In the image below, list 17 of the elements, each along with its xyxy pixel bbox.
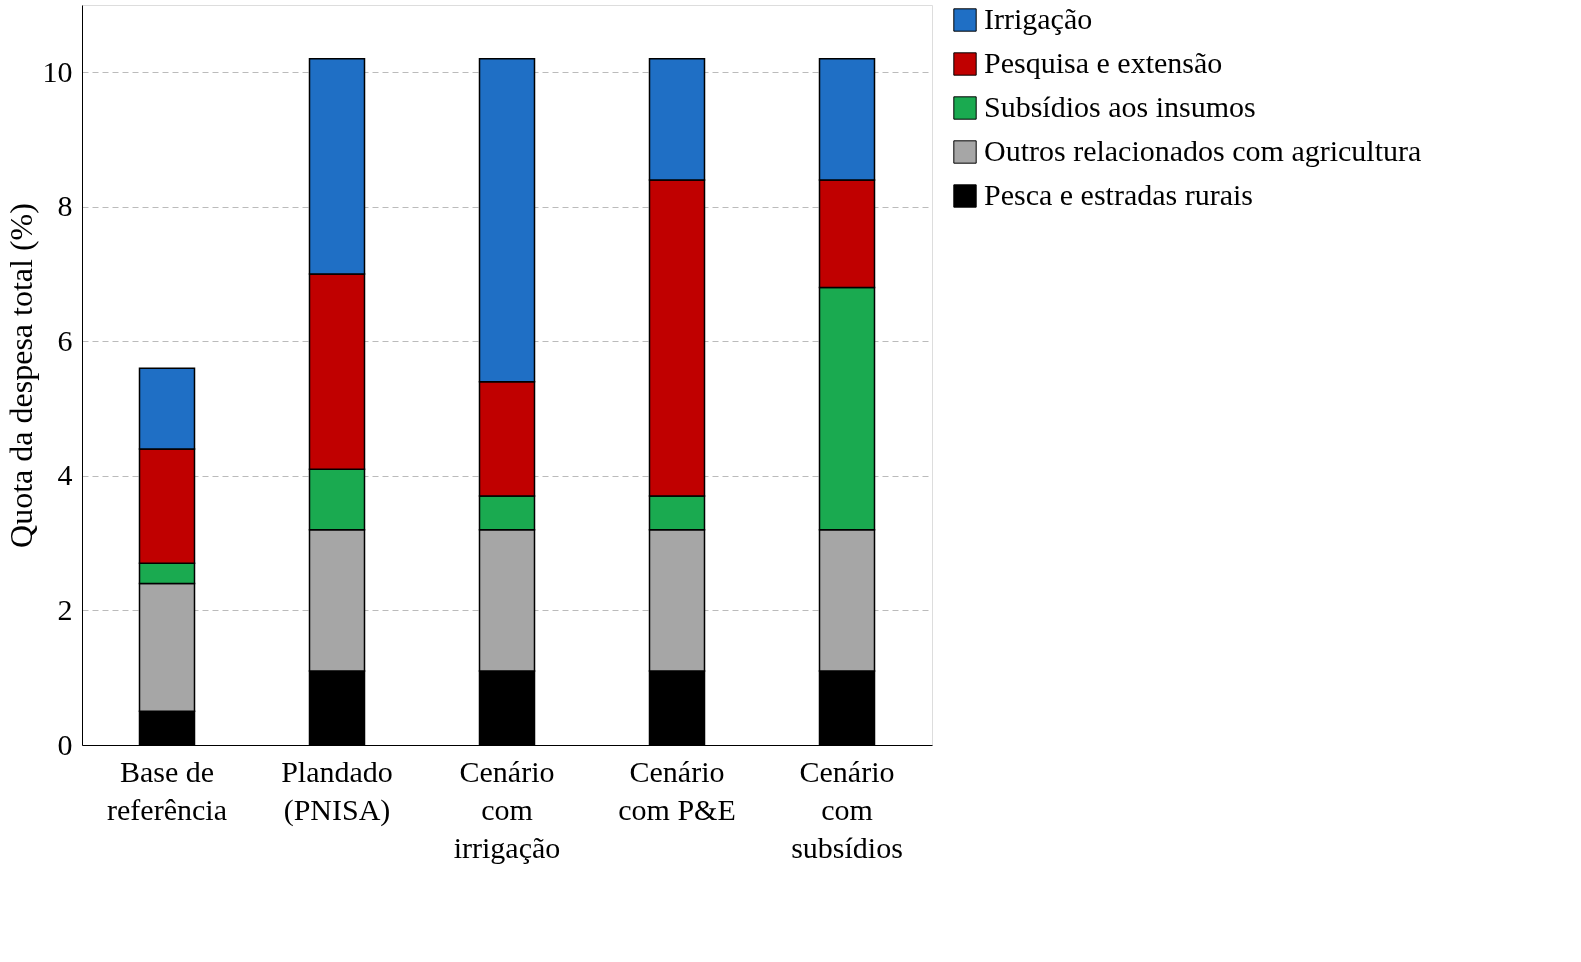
legend-label: Outros relacionados com agricultura: [984, 134, 1422, 167]
legend-label: Subsídios aos insumos: [984, 90, 1256, 123]
x-tick-label: Cenário com P&E: [618, 754, 736, 826]
legend-label: Pesquisa e extensão: [984, 46, 1223, 79]
y-tick-label: 8: [57, 189, 73, 223]
y-tick-label: 0: [57, 727, 73, 761]
x-tick-label: Cenário com irrigação: [453, 754, 561, 864]
x-tick-label: Cenário com subsídios: [791, 754, 903, 864]
legend-label: Pesca e estradas rurais: [984, 178, 1254, 211]
legend-label: Irrigação: [984, 2, 1093, 35]
y-tick-label: 2: [57, 592, 73, 626]
y-axis-title: Quota da despesa total (%): [2, 203, 39, 548]
y-tick-label: 4: [57, 458, 73, 492]
y-tick-label: 6: [57, 323, 73, 357]
x-tick-label: Plandado (PNISA): [281, 754, 393, 827]
y-tick-label: 10: [42, 54, 73, 88]
x-tick-label: Base de referência: [107, 754, 227, 826]
